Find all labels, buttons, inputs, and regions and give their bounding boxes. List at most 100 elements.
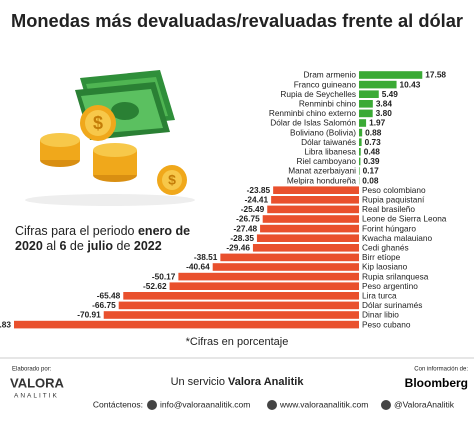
annotation-part: 6 — [60, 239, 67, 253]
svg-text:$: $ — [168, 172, 176, 188]
category-label: Rupia paquistaní — [362, 194, 425, 204]
bar — [359, 110, 373, 118]
value-label: -52.62 — [143, 281, 167, 291]
category-label: Manat azerbaiyani — [288, 166, 356, 176]
category-label: Renminbi chino externo — [269, 108, 357, 118]
value-label: -28.35 — [230, 233, 254, 243]
web-icon — [267, 400, 277, 410]
value-label: 0.17 — [363, 166, 380, 176]
value-label: -40.64 — [186, 262, 210, 272]
bar — [119, 302, 359, 310]
value-label: -26.75 — [236, 214, 260, 224]
bar — [359, 138, 362, 146]
value-label: -29.46 — [226, 242, 250, 252]
bar — [359, 129, 362, 137]
logo-top: VALORA — [10, 375, 65, 390]
source-label: Con información de: — [414, 367, 468, 373]
category-label: Renminbi chino — [299, 98, 357, 108]
annotation-part: de — [66, 239, 87, 253]
bar — [123, 292, 359, 300]
category-label: Leone de Sierra Leona — [362, 214, 447, 224]
value-label: -65.48 — [97, 290, 121, 300]
email-icon — [147, 400, 157, 410]
made-by: Elaborado por: — [12, 367, 52, 373]
bar — [359, 100, 373, 108]
bar — [267, 206, 359, 214]
social[interactable]: @ValoraAnalitik — [394, 399, 455, 409]
bar — [257, 234, 359, 242]
bar — [104, 311, 359, 319]
value-label: -50.17 — [152, 271, 176, 281]
category-label: Dinar libio — [362, 310, 399, 320]
category-label: Riel camboyano — [297, 156, 357, 166]
value-label: -23.85 — [247, 185, 271, 195]
bar — [273, 186, 359, 194]
value-label: -24.41 — [245, 194, 269, 204]
category-label: Rupia srilanquesa — [362, 271, 429, 281]
value-label: -66.75 — [92, 300, 116, 310]
category-label: Dólar surinamés — [362, 300, 422, 310]
bar — [359, 119, 366, 127]
service-brand: Valora Analitik — [228, 376, 304, 388]
value-label: -25.49 — [241, 204, 265, 214]
category-label: Kip laosiano — [362, 262, 408, 272]
chart-title: Monedas más devaluadas/revaluadas frente… — [11, 11, 463, 31]
category-label: Rupia de Seychelles — [280, 89, 356, 99]
bar — [271, 196, 359, 204]
category-label: Peso cubano — [362, 319, 411, 329]
value-label: 0.88 — [365, 127, 382, 137]
source: Bloomberg — [405, 376, 468, 390]
bar — [359, 71, 422, 79]
annotation-part: 2020 — [15, 239, 43, 253]
category-label: Libra libanesa — [304, 146, 356, 156]
annotation-part: 2022 — [134, 239, 162, 253]
contact-label: Contáctenos: — [93, 399, 143, 409]
value-label: -70.91 — [77, 310, 101, 320]
svg-text:$: $ — [93, 113, 103, 133]
value-label: 0.48 — [364, 146, 381, 156]
bar — [260, 225, 359, 233]
value-label: 3.80 — [376, 108, 393, 118]
social-icon — [381, 400, 391, 410]
category-label: Kwacha malauiano — [362, 233, 432, 243]
category-label: Cedi ghanés — [362, 242, 409, 252]
category-label: Peso argentino — [362, 281, 418, 291]
bar — [178, 273, 359, 281]
annotation-part: Cifras para el periodo — [15, 224, 138, 238]
category-label: Birr etíope — [362, 252, 401, 262]
annotation-part: julio — [86, 239, 113, 253]
bar — [359, 148, 361, 156]
annotation-part: al — [43, 239, 60, 253]
category-label: Dólar de Islas Salomón — [270, 118, 356, 128]
value-label: 0.08 — [362, 175, 379, 185]
service: Un servicio Valora Analitik — [171, 376, 305, 388]
email[interactable]: info@valoraanalitik.com — [160, 399, 250, 409]
value-label: 17.58 — [425, 70, 446, 80]
web[interactable]: www.valoraanalitik.com — [279, 399, 368, 409]
value-label: -38.51 — [194, 252, 218, 262]
bar — [359, 90, 379, 98]
value-label: 10.43 — [400, 79, 421, 89]
category-label: Melpira hondureña — [287, 175, 357, 185]
bar — [359, 158, 360, 166]
category-label: Boliviano (Bolivia) — [290, 127, 356, 137]
logo-bottom: ANALITIK — [14, 393, 59, 400]
value-label: 1.97 — [369, 118, 386, 128]
category-label: Forint húngaro — [362, 223, 416, 233]
bar — [359, 167, 360, 175]
category-label: Lira turca — [362, 290, 397, 300]
category-label: Peso colombiano — [362, 185, 426, 195]
bar — [359, 81, 397, 89]
bar — [220, 254, 359, 262]
value-label: 5.49 — [382, 89, 399, 99]
bar — [253, 244, 359, 252]
bar — [213, 263, 359, 271]
bar — [170, 282, 359, 290]
footnote: *Cifras en porcentaje — [186, 336, 289, 348]
bar — [14, 321, 359, 329]
value-label: -27.48 — [234, 223, 258, 233]
annotation-part: de — [113, 239, 134, 253]
service-text: Un servicio — [171, 376, 228, 388]
category-label: Dram armenio — [303, 70, 356, 80]
